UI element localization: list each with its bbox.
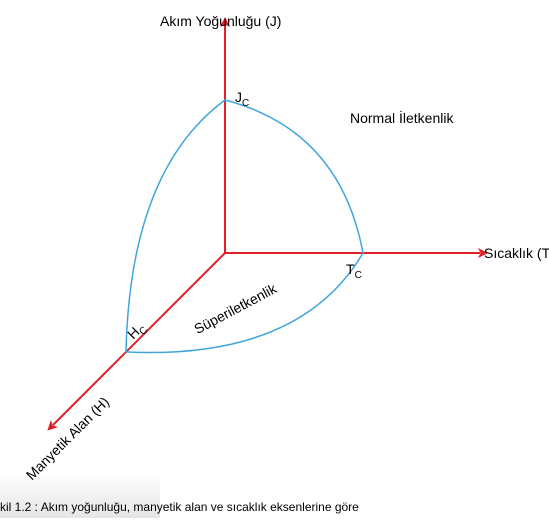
- tc-main: T: [346, 261, 355, 277]
- axis-x-label: Sıcaklık (T): [484, 245, 549, 261]
- tc-sub: C: [355, 270, 362, 281]
- axis-y-label: Akım Yoğunluğu (J): [160, 13, 281, 29]
- critical-surface-curve: [126, 100, 363, 353]
- figure-caption: kil 1.2 : Akım yoğunluğu, manyetik alan …: [0, 500, 549, 514]
- normal-region-label: Normal İletkenlik: [350, 110, 453, 126]
- critical-temperature-label: TC: [346, 261, 362, 281]
- critical-current-label: JC: [235, 89, 249, 109]
- diagram-canvas: Akım Yoğunluğu (J) Sıcaklık (T) Manyetik…: [0, 0, 549, 518]
- phase-diagram-svg: [0, 0, 549, 518]
- jc-main: J: [235, 89, 242, 105]
- jc-sub: C: [242, 98, 249, 109]
